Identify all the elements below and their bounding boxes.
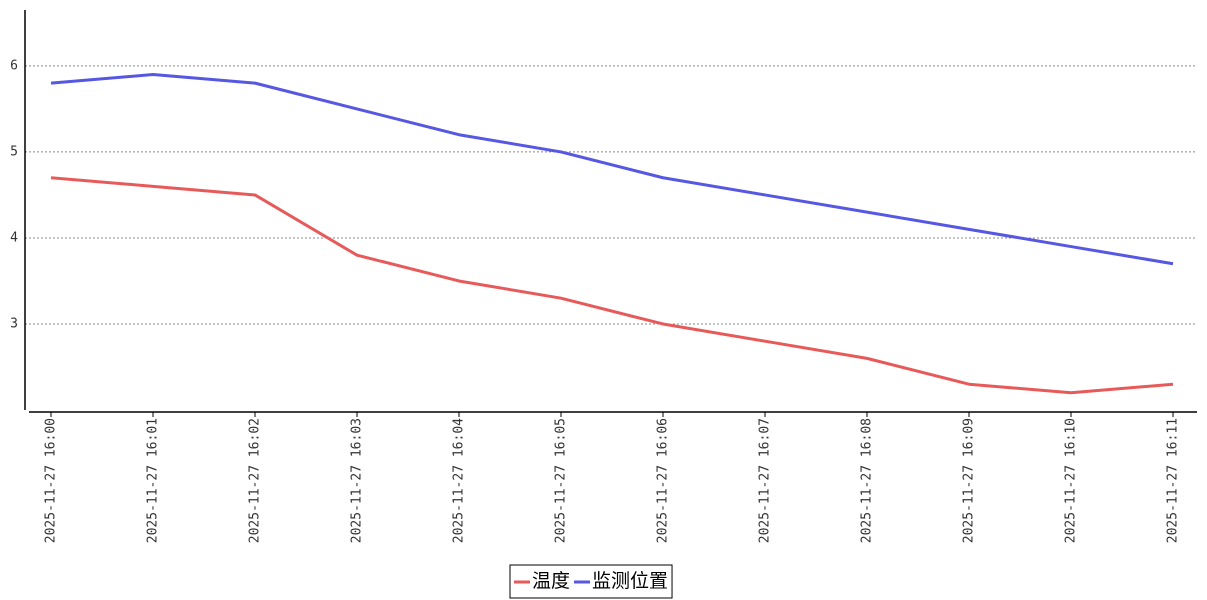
y-tick-label: 6 bbox=[10, 58, 18, 73]
x-tick-label: 2025-11-27 16:07 bbox=[758, 418, 773, 543]
legend-label: 温度 bbox=[532, 570, 570, 592]
x-tick-label: 2025-11-27 16:04 bbox=[452, 418, 467, 543]
x-tick-label: 2025-11-27 16:06 bbox=[656, 418, 671, 543]
series-line bbox=[50, 73, 1174, 266]
x-tick-label: 2025-11-27 16:09 bbox=[962, 418, 977, 543]
x-tick-label: 2025-11-27 16:08 bbox=[860, 418, 875, 543]
x-tick-label: 2025-11-27 16:05 bbox=[554, 418, 569, 543]
x-tick-label: 2025-11-27 16:02 bbox=[248, 418, 263, 543]
x-tick-label: 2025-11-27 16:00 bbox=[44, 418, 59, 543]
x-tick-label: 2025-11-27 16:01 bbox=[146, 418, 161, 543]
x-tick-label: 2025-11-27 16:03 bbox=[350, 418, 365, 543]
y-tick-label: 4 bbox=[10, 230, 18, 245]
y-tick-label: 3 bbox=[10, 316, 18, 331]
legend: 温度 监测位置 bbox=[509, 564, 673, 599]
legend-label: 监测位置 bbox=[592, 570, 668, 592]
x-tick-label: 2025-11-27 16:10 bbox=[1064, 418, 1079, 543]
y-tick-label: 5 bbox=[10, 144, 18, 159]
legend-box bbox=[509, 564, 673, 599]
series-line bbox=[50, 176, 1174, 395]
x-tick-label: 2025-11-27 16:11 bbox=[1166, 418, 1181, 543]
